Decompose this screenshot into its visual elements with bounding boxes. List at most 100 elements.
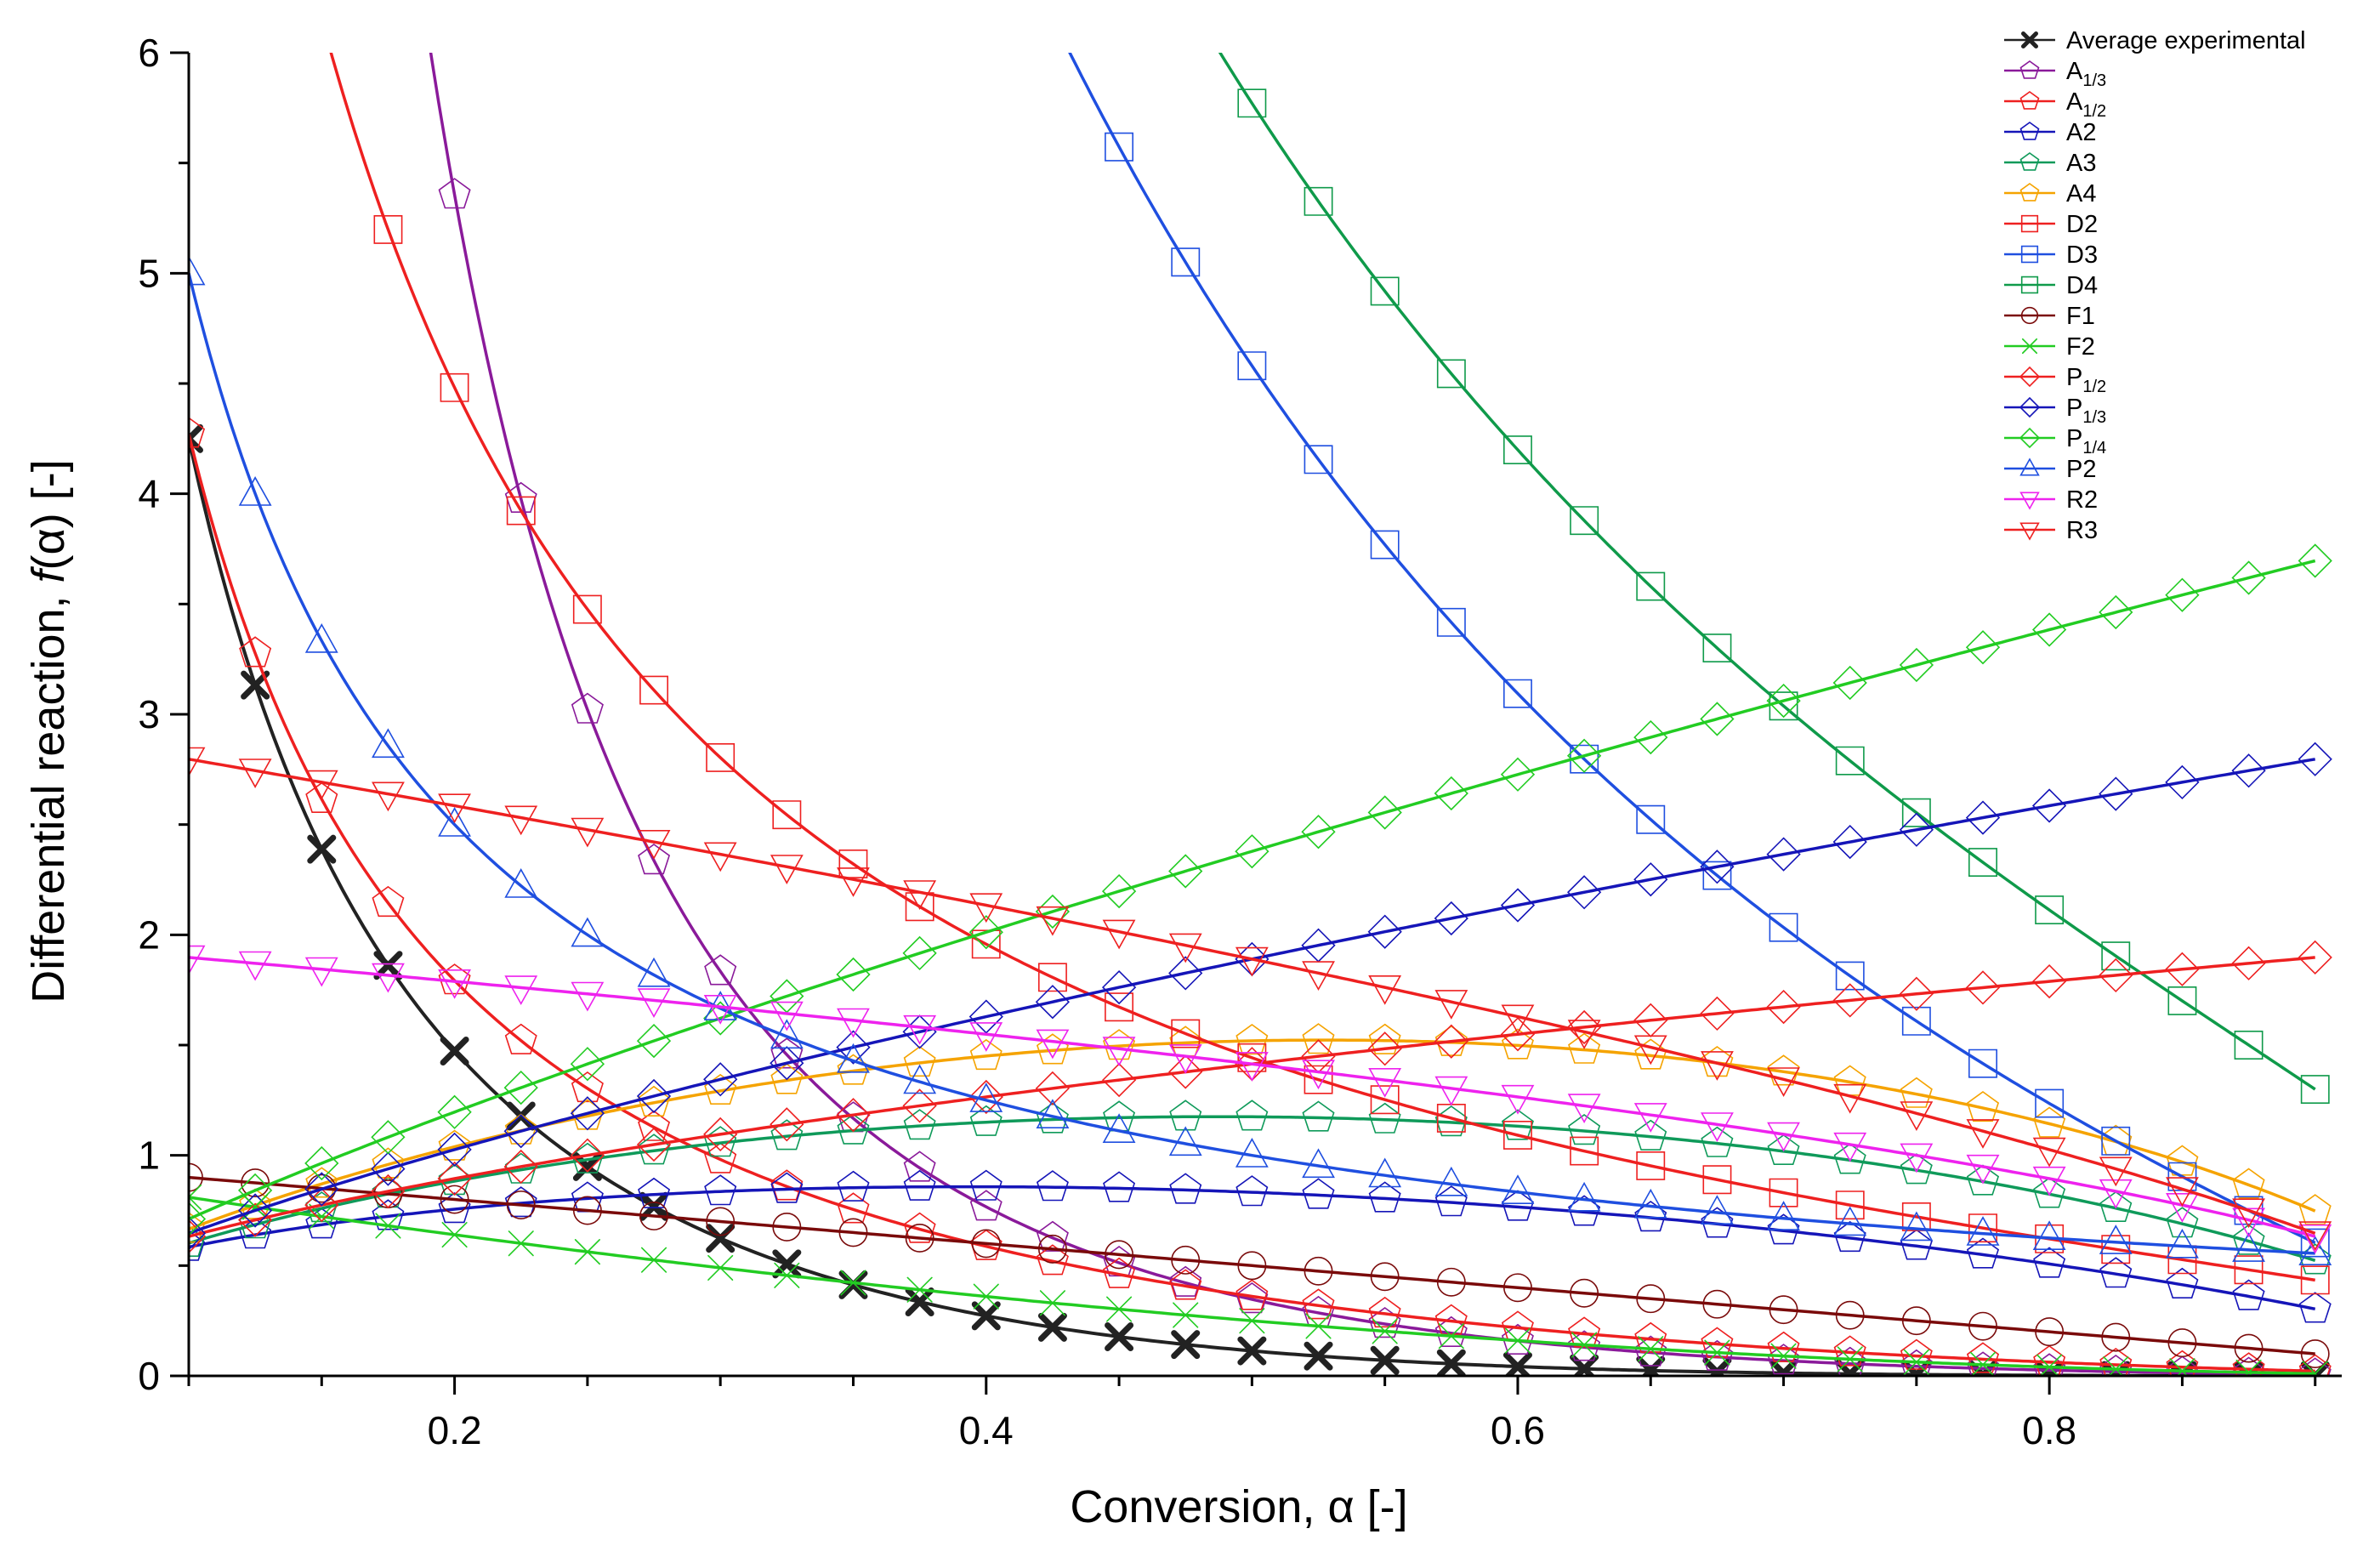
legend-marker bbox=[2019, 60, 2040, 79]
data-point bbox=[438, 793, 471, 824]
data-point bbox=[1105, 1321, 1134, 1351]
data-point bbox=[770, 1172, 804, 1203]
data-point bbox=[1633, 1103, 1667, 1133]
data-point bbox=[1368, 1181, 1401, 1213]
data-point bbox=[1832, 665, 1867, 701]
data-point bbox=[1235, 834, 1270, 869]
data-point bbox=[636, 1127, 672, 1162]
data-point bbox=[1105, 992, 1133, 1022]
data-point bbox=[1833, 1206, 1867, 1236]
data-point bbox=[1370, 1345, 1400, 1375]
data-point bbox=[1501, 1174, 1535, 1204]
data-point bbox=[2165, 952, 2200, 986]
series-f2 bbox=[189, 1184, 2328, 1376]
data-point bbox=[2298, 742, 2332, 776]
legend-item-r2: R2 bbox=[2004, 486, 2098, 514]
data-point bbox=[1767, 1122, 1800, 1152]
data-point bbox=[1304, 1065, 1333, 1094]
data-point bbox=[1035, 985, 1071, 1020]
data-point bbox=[1501, 1004, 1535, 1035]
data-point bbox=[1966, 1091, 2000, 1122]
data-point bbox=[1501, 1084, 1535, 1115]
data-point bbox=[503, 1114, 538, 1149]
legend-item-d3: D3 bbox=[2004, 242, 2098, 269]
data-point bbox=[1570, 1354, 1599, 1376]
data-point bbox=[506, 1101, 536, 1131]
data-point bbox=[1566, 875, 1602, 910]
data-point bbox=[1633, 1188, 1667, 1219]
data-point bbox=[2234, 1333, 2264, 1363]
data-point bbox=[503, 1070, 538, 1105]
data-point bbox=[372, 1199, 405, 1230]
data-point bbox=[1833, 1083, 1867, 1114]
data-point bbox=[2232, 1352, 2265, 1376]
data-point bbox=[1903, 1349, 1929, 1375]
data-point bbox=[1567, 1020, 1601, 1050]
data-point bbox=[241, 670, 270, 700]
series-r2 bbox=[189, 945, 2332, 1254]
legend-label-base: F2 bbox=[2066, 333, 2095, 361]
data-point bbox=[903, 1169, 936, 1201]
data-point bbox=[189, 1202, 207, 1236]
data-point bbox=[2298, 1357, 2332, 1376]
legend-label-base: Average experimental bbox=[2066, 27, 2306, 54]
data-point bbox=[2298, 1221, 2332, 1252]
data-point bbox=[1434, 1024, 1468, 1059]
data-point bbox=[1636, 1355, 1666, 1376]
data-point bbox=[703, 1117, 738, 1152]
data-point bbox=[2231, 753, 2266, 788]
data-point bbox=[1767, 1054, 1800, 1086]
legend-label: A4 bbox=[2066, 180, 2096, 207]
data-point bbox=[2032, 1220, 2066, 1250]
y-tick-label: 2 bbox=[138, 912, 160, 957]
data-point bbox=[2234, 1031, 2264, 1060]
series-r3 bbox=[189, 747, 2332, 1252]
data-point bbox=[770, 1169, 804, 1201]
legend-marker bbox=[2019, 152, 2040, 171]
data-point bbox=[2032, 1137, 2066, 1168]
data-point bbox=[1570, 506, 1599, 536]
legend-item-a2: A2 bbox=[2004, 119, 2096, 146]
data-point bbox=[305, 781, 338, 813]
data-point bbox=[638, 1085, 671, 1117]
legend-label-subscript: 1/3 bbox=[2082, 408, 2106, 427]
data-point bbox=[2031, 963, 2067, 999]
data-point bbox=[1500, 757, 1536, 792]
data-point bbox=[837, 867, 870, 897]
data-point bbox=[640, 1247, 667, 1273]
data-point bbox=[2035, 1317, 2065, 1347]
data-point bbox=[1966, 1164, 2000, 1196]
y-tick-label: 6 bbox=[138, 31, 160, 75]
legend-label: P2 bbox=[2066, 456, 2096, 483]
data-point bbox=[2099, 1190, 2133, 1222]
data-point bbox=[1101, 969, 1137, 1005]
data-point bbox=[307, 834, 337, 864]
data-point bbox=[1171, 247, 1201, 277]
data-point bbox=[241, 1168, 270, 1198]
data-point bbox=[969, 1022, 1003, 1052]
data-point bbox=[1966, 1119, 2000, 1149]
legend-marker bbox=[2019, 366, 2041, 388]
data-point bbox=[638, 1177, 671, 1208]
data-point bbox=[437, 1161, 472, 1196]
data-point bbox=[1900, 1143, 1934, 1173]
data-point bbox=[1833, 1132, 1867, 1162]
data-point bbox=[1702, 1289, 1732, 1319]
legend-label-base: A4 bbox=[2066, 180, 2096, 207]
data-point bbox=[1169, 1265, 1202, 1297]
x-tick-label: 0.4 bbox=[959, 1408, 1014, 1452]
data-point bbox=[1304, 1341, 1333, 1371]
data-point bbox=[1237, 1251, 1267, 1281]
data-point bbox=[973, 1283, 999, 1310]
data-point bbox=[2298, 1236, 2332, 1265]
data-point bbox=[1168, 1044, 1202, 1074]
data-point bbox=[1168, 956, 1203, 991]
data-point bbox=[772, 800, 802, 830]
data-point bbox=[2298, 1354, 2332, 1376]
data-point bbox=[1500, 1017, 1536, 1052]
legend-marker bbox=[2019, 91, 2040, 110]
data-point bbox=[968, 1079, 1003, 1115]
data-point bbox=[440, 1185, 469, 1214]
data-point bbox=[1570, 1136, 1599, 1166]
legend-item-p1-4: P1/4 bbox=[2004, 425, 2106, 457]
